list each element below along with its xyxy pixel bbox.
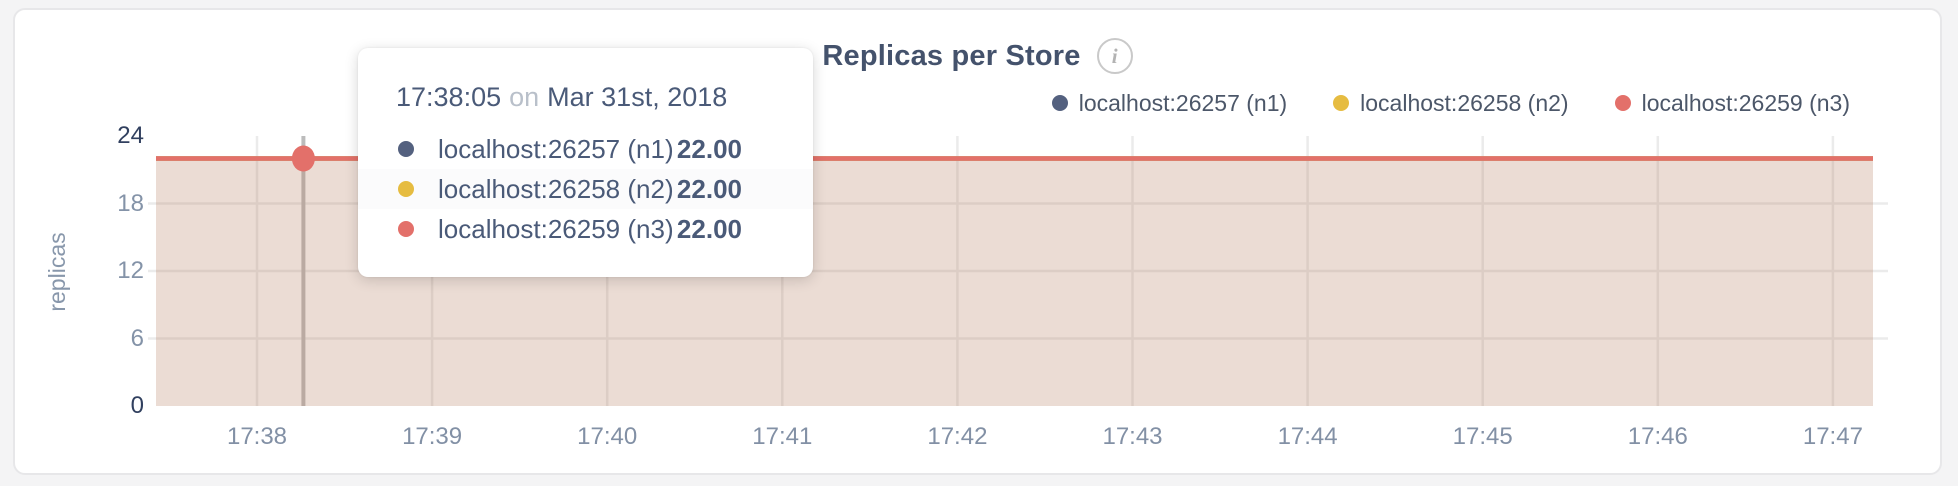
x-tick-label: 17:46 [1627, 423, 1688, 450]
tooltip-series-row: localhost:26259 (n3) 22.00 [358, 209, 813, 249]
x-tick-label: 17:38 [226, 423, 288, 450]
legend-swatch-icon [1051, 95, 1068, 111]
tooltip-series-row: localhost:26258 (n2) 22.00 [358, 169, 813, 209]
y-tick-label: 24 [117, 122, 144, 149]
chart-legend: localhost:26257 (n1) localhost:26258 (n2)… [1051, 88, 1850, 118]
series-dot-icon [398, 141, 414, 157]
x-tick-label: 17:44 [1277, 423, 1338, 450]
x-tick-label: 17:45 [1452, 423, 1513, 450]
tooltip-rows: localhost:26257 (n1) 22.00 localhost:26258… [358, 129, 813, 249]
chart-card [13, 8, 1942, 475]
x-tick-label: 17:41 [752, 423, 813, 450]
tooltip-series-row: localhost:26257 (n1) 22.00 [358, 129, 813, 169]
x-tick-label: 17:39 [402, 423, 463, 450]
x-tick-label: 17:40 [577, 423, 638, 450]
hover-marker [291, 145, 315, 172]
legend-item[interactable]: localhost:26257 (n1) [1051, 89, 1288, 117]
y-tick-label: 6 [130, 324, 144, 352]
info-icon[interactable]: i [1096, 38, 1133, 74]
legend-item[interactable]: localhost:26259 (n3) [1614, 89, 1850, 117]
tooltip-timestamp: 17:38:05 on Mar 31st, 2018 [396, 82, 813, 113]
y-tick-label: 12 [117, 257, 144, 284]
x-tick-label: 17:42 [927, 423, 988, 450]
legend-label: localhost:26259 (n3) [1641, 89, 1850, 116]
legend-item[interactable]: localhost:26258 (n2) [1333, 89, 1569, 117]
x-tick-label: 17:43 [1102, 423, 1163, 450]
tooltip-series-value: 22.00 [676, 133, 742, 164]
hover-tooltip: 17:38:05 on Mar 31st, 2018 localhost:26257… [358, 48, 813, 277]
legend-label: localhost:26257 (n1) [1078, 89, 1288, 116]
chart-header: Replicas per Store i [13, 36, 1942, 76]
legend-swatch-icon [1333, 95, 1350, 111]
chart-title: Replicas per Store [822, 39, 1081, 72]
x-tick-label: 17:47 [1802, 423, 1863, 450]
tooltip-series-value: 22.00 [676, 213, 742, 244]
tooltip-series-name: localhost:26257 (n1) [438, 133, 674, 164]
y-tick-label: 18 [117, 189, 144, 217]
tooltip-date: Mar 31st, 2018 [547, 82, 728, 112]
tooltip-series-name: localhost:26259 (n3) [438, 213, 674, 244]
legend-label: localhost:26258 (n2) [1360, 89, 1569, 116]
tooltip-on-word: on [509, 82, 540, 112]
tooltip-series-name: localhost:26258 (n2) [438, 173, 674, 204]
series-dot-icon [398, 221, 414, 237]
legend-swatch-icon [1614, 95, 1631, 111]
y-tick-label: 0 [130, 392, 144, 419]
tooltip-time: 17:38:05 [396, 82, 502, 112]
series-dot-icon [398, 181, 414, 197]
tooltip-series-value: 22.00 [676, 173, 742, 204]
